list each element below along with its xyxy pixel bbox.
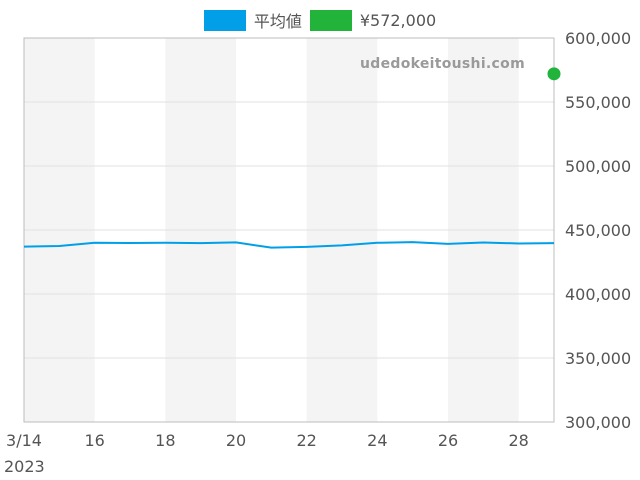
legend-swatch-average xyxy=(203,9,246,31)
watermark-text: udedokeitoushi.com xyxy=(360,56,525,72)
y-tick-label: 400,000 xyxy=(565,285,631,304)
legend-swatch-current-price xyxy=(309,9,352,31)
x-year-label: 2023 xyxy=(4,457,45,476)
legend-label-current-price: ¥572,000 xyxy=(359,10,437,30)
x-tick-label: 16 xyxy=(84,431,104,450)
y-tick-label: 450,000 xyxy=(565,221,631,240)
plot-area-border xyxy=(23,37,555,423)
x-tick-label: 18 xyxy=(155,431,175,450)
y-tick-label: 550,000 xyxy=(565,93,631,112)
legend-item-average[interactable]: 平均値 xyxy=(203,8,302,32)
current-price-point xyxy=(547,67,561,81)
average-price-line xyxy=(23,241,555,249)
y-tick-label: 350,000 xyxy=(565,349,631,368)
y-tick-label: 300,000 xyxy=(565,413,631,432)
y-tick-label: 600,000 xyxy=(565,29,631,48)
x-tick-label: 28 xyxy=(508,431,528,450)
x-tick-label: 24 xyxy=(367,431,387,450)
x-tick-label: 22 xyxy=(296,431,316,450)
chart-legend: 平均値 ¥572,000 xyxy=(0,8,640,32)
legend-label-average: 平均値 xyxy=(253,12,302,31)
x-tick-label: 3/14 xyxy=(6,431,42,450)
x-tick-label: 20 xyxy=(226,431,246,450)
y-tick-label: 500,000 xyxy=(565,157,631,176)
legend-item-current-price[interactable]: ¥572,000 xyxy=(309,9,437,31)
x-tick-label: 26 xyxy=(438,431,458,450)
